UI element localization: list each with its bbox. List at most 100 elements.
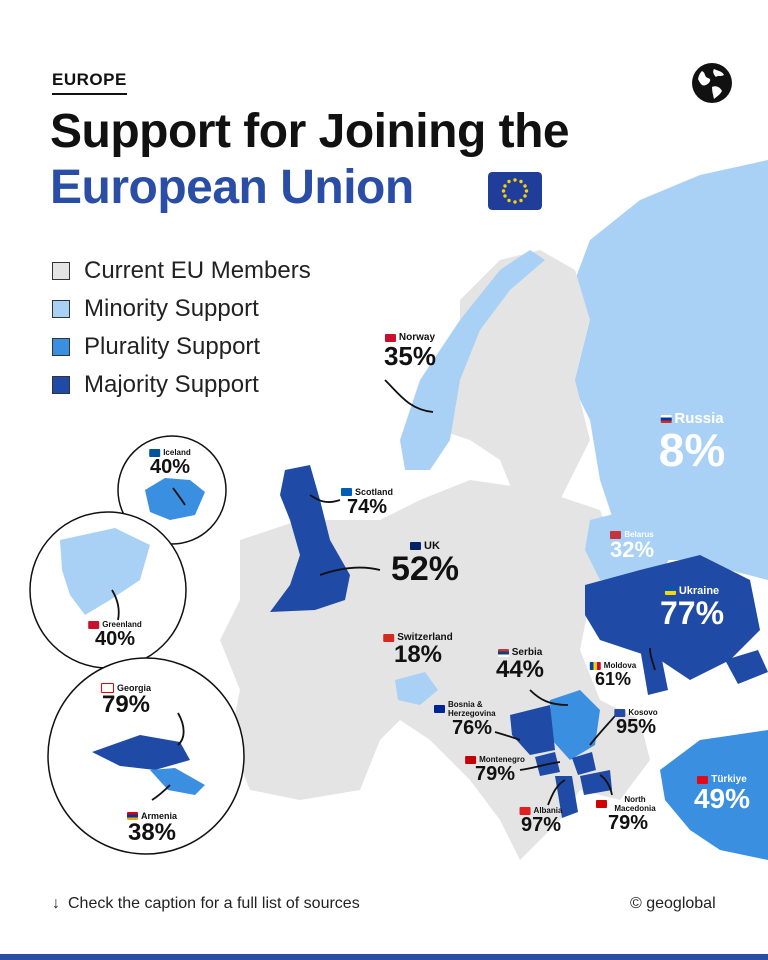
country-value: 79%: [474, 763, 516, 785]
arrow-down-icon: ↓: [52, 895, 60, 912]
label-greenland: Greenland 40%: [88, 620, 142, 649]
country-value: 32%: [609, 537, 655, 562]
switzerland-region: [395, 672, 438, 705]
label-montenegro: Montenegro 79%: [465, 755, 525, 784]
globe-icon: [692, 63, 732, 103]
country-value: 8%: [658, 424, 726, 476]
country-name: Russia: [674, 410, 724, 427]
ireland-region: [248, 535, 280, 575]
label-serbia: Serbia 44%: [496, 647, 544, 682]
country-name: Belarus: [624, 530, 654, 539]
label-kosovo: Kosovo 95%: [614, 708, 658, 738]
swatch-minority: [52, 300, 70, 318]
label-north-macedonia: North Macedonia 79%: [596, 795, 660, 833]
albania-region: [555, 776, 578, 818]
legend-label: Majority Support: [84, 371, 259, 398]
label-belarus: Belarus 32%: [610, 530, 654, 561]
turkiye-region: [660, 730, 768, 860]
kicker-label: EUROPE: [52, 70, 127, 95]
label-turkiye: Türkiye 49%: [694, 774, 750, 813]
sources-note: ↓ Check the caption for a full list of s…: [52, 895, 360, 913]
country-name: Norway: [398, 332, 436, 343]
label-armenia: Armenia 38%: [126, 811, 178, 846]
page-title-line2: European Union: [50, 161, 414, 214]
country-value: 79%: [101, 691, 151, 718]
country-value: 76%: [451, 717, 493, 739]
country-value: 35%: [383, 341, 437, 371]
legend: Current EU Members Minority Support Plur…: [52, 252, 311, 404]
north-macedonia-region: [580, 770, 612, 795]
country-value: 95%: [615, 716, 657, 738]
swatch-eu: [52, 262, 70, 280]
legend-label: Plurality Support: [84, 333, 261, 360]
eu-flag-icon: [488, 172, 542, 210]
armenia-region: [150, 768, 205, 795]
label-uk: UK 52%: [391, 540, 459, 586]
legend-item-plurality: Plurality Support: [52, 328, 311, 366]
label-norway: Norway 35%: [384, 332, 436, 369]
label-moldova: Moldova 61%: [589, 661, 637, 689]
country-name: Montenegro: [479, 755, 525, 764]
country-value: 40%: [149, 456, 191, 478]
country-name: Ukraine: [678, 585, 720, 597]
label-bosnia: Bosnia & Herzegovina 76%: [434, 700, 510, 738]
georgia-region: [92, 735, 190, 770]
legend-label: Current EU Members: [84, 257, 311, 284]
legend-item-minority: Minority Support: [52, 290, 311, 328]
greenland-region: [60, 528, 150, 615]
country-value: 40%: [94, 628, 136, 650]
country-value: 61%: [594, 669, 632, 689]
legend-item-majority: Majority Support: [52, 366, 311, 404]
country-value: 44%: [495, 656, 545, 683]
belarus-region: [585, 505, 680, 580]
page-title-line1: Support for Joining the: [50, 105, 570, 158]
country-name: Moldova: [603, 661, 637, 670]
bottom-accent-bar: [0, 954, 768, 960]
country-value: 97%: [520, 814, 562, 836]
country-name: Iceland: [163, 448, 191, 457]
iceland-region: [145, 478, 205, 520]
russia-region: [560, 160, 768, 580]
bosnia-region: [510, 705, 555, 755]
crimea-region: [725, 650, 768, 684]
country-value: 77%: [659, 595, 725, 631]
label-russia: Russia 8%: [659, 410, 725, 473]
continental-eu-region: [220, 480, 650, 860]
country-name: Greenland: [102, 620, 142, 629]
moldova-region: [640, 648, 668, 695]
kosovo-region: [572, 752, 596, 775]
country-name: Albania: [533, 806, 563, 815]
credit-label: © geoglobal: [630, 895, 716, 912]
legend-item-eu: Current EU Members: [52, 252, 311, 290]
norway-region: [400, 250, 545, 470]
country-value: 18%: [393, 641, 443, 668]
country-name: Kosovo: [628, 708, 658, 717]
country-value: 38%: [127, 819, 177, 846]
country-value: 52%: [390, 550, 460, 588]
label-albania: Albania 97%: [519, 806, 563, 836]
swatch-plurality: [52, 338, 70, 356]
serbia-region: [550, 690, 600, 760]
country-name: Bosnia & Herzegovina: [448, 700, 496, 718]
country-name: Georgia: [116, 683, 152, 693]
label-switzerland: Switzerland 18%: [383, 632, 453, 667]
country-value: 74%: [346, 496, 388, 518]
ukraine-region: [585, 555, 760, 680]
country-name: UK: [424, 540, 440, 552]
country-name: Switzerland: [397, 632, 453, 643]
uk-region: [270, 465, 350, 612]
country-name: Türkiye: [711, 774, 747, 785]
country-value: 49%: [693, 783, 751, 814]
label-georgia: Georgia 79%: [100, 683, 152, 718]
label-iceland: Iceland 40%: [149, 448, 191, 477]
label-scotland: Scotland 74%: [340, 487, 394, 518]
country-name: Scotland: [354, 487, 394, 497]
swatch-majority: [52, 376, 70, 394]
legend-label: Minority Support: [84, 295, 259, 322]
country-name: North Macedonia: [614, 795, 656, 813]
nordic-eu-region: [440, 250, 590, 510]
country-name: Armenia: [140, 811, 178, 821]
label-ukraine: Ukraine 77%: [660, 585, 724, 629]
country-value: 79%: [607, 812, 649, 834]
